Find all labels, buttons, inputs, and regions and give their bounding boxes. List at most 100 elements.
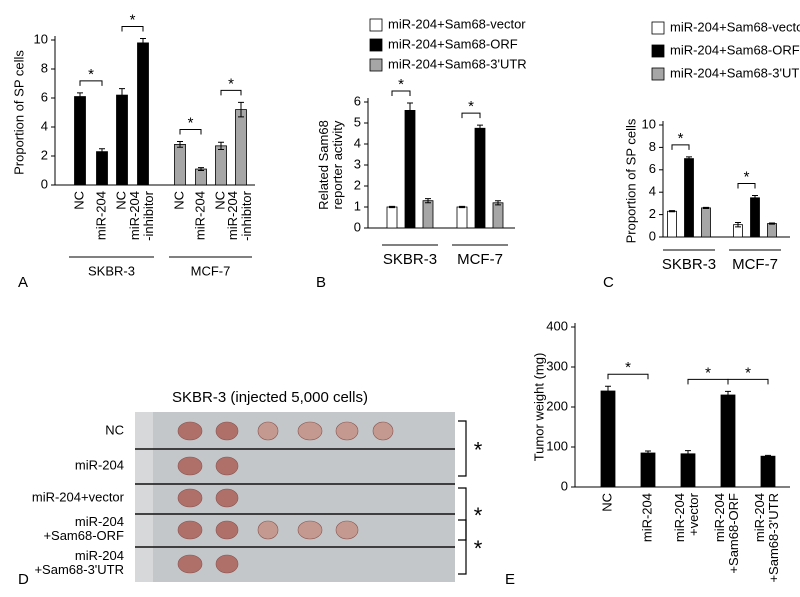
- bar: [750, 197, 760, 238]
- y-axis-label: Related Sam68reporter activity: [316, 120, 345, 210]
- error-bar: [407, 102, 413, 119]
- y-tick-label: 4: [649, 184, 656, 199]
- significance-bracket: [79, 80, 103, 86]
- y-tick-label: 6: [354, 93, 361, 108]
- bar: [215, 145, 227, 186]
- y-tick-label: 2: [41, 147, 48, 162]
- row-label: miR-204: [75, 457, 124, 472]
- x-tick-label: miR-204+vector: [672, 492, 701, 542]
- error-bar: [669, 210, 675, 213]
- y-tick-label: 0: [354, 219, 361, 234]
- bar: [684, 158, 694, 238]
- bar: [767, 223, 777, 238]
- error-bar: [218, 141, 224, 150]
- bar: [701, 207, 711, 238]
- legend-swatch: [651, 67, 665, 81]
- error-bar: [703, 206, 709, 209]
- tumor: [177, 520, 203, 540]
- significance-label: *: [678, 130, 684, 147]
- y-tick-label: 10: [642, 116, 656, 131]
- panel-letter: C: [603, 274, 614, 291]
- bar: [720, 394, 736, 488]
- tumor: [335, 421, 359, 441]
- significance-bracket: [607, 373, 649, 380]
- y-tick-label: 200: [546, 398, 568, 413]
- group-label: SKBR-3: [88, 263, 135, 278]
- y-tick-label: 4: [354, 135, 361, 150]
- error-bar: [99, 148, 105, 156]
- legend-label: miR-204+Sam68-vector: [388, 16, 526, 31]
- y-tick-label: 8: [41, 60, 48, 75]
- significance-bracket: [391, 90, 411, 97]
- y-tick-label: 4: [41, 118, 48, 133]
- bar: [96, 151, 108, 186]
- x-tick-label: miR-204-inhibitor: [127, 190, 156, 241]
- legend-label: miR-204+Sam68-vector: [670, 19, 800, 34]
- y-tick-label: 0: [41, 176, 48, 191]
- bar: [195, 168, 207, 186]
- significance-label: *: [625, 359, 631, 376]
- error-bar: [425, 198, 431, 204]
- x-tick-label: miR-204: [639, 493, 654, 542]
- panel-letter: A: [18, 274, 28, 291]
- significance-label: *: [474, 437, 483, 462]
- bar: [74, 96, 86, 186]
- group-label: MCF-7: [732, 256, 778, 273]
- group-label: MCF-7: [191, 263, 231, 278]
- significance-bracket: [179, 129, 202, 135]
- significance-label: *: [745, 364, 751, 381]
- error-bar: [495, 200, 501, 206]
- significance-bracket: [461, 112, 481, 119]
- error-bar: [735, 221, 741, 228]
- bar: [600, 390, 616, 488]
- error-bar: [389, 205, 395, 209]
- significance-bracket: [220, 89, 242, 96]
- y-tick-label: 5: [354, 114, 361, 129]
- y-tick-label: 1: [354, 198, 361, 213]
- row-label: miR-204 +Sam68-3'UTR: [34, 548, 124, 577]
- tumor: [297, 421, 323, 441]
- y-tick-label: 2: [649, 206, 656, 221]
- error-bar: [645, 450, 651, 456]
- x-tick-label: miR-204+Sam68-3'UTR: [752, 493, 781, 583]
- x-tick-label: NC: [212, 191, 227, 210]
- y-tick-label: 10: [34, 31, 48, 46]
- x-tick-label: NC: [171, 191, 186, 210]
- significance-label: *: [705, 364, 711, 381]
- significance-label: *: [188, 114, 194, 131]
- photo-strip: [135, 412, 153, 582]
- x-tick-label: NC: [71, 191, 86, 210]
- panel-letter: B: [316, 274, 326, 291]
- error-bar: [725, 390, 731, 400]
- error-bar: [477, 124, 483, 132]
- error-bar: [238, 101, 244, 118]
- group-label: SKBR-3: [383, 251, 437, 268]
- error-bar: [752, 195, 758, 201]
- significance-label: *: [398, 76, 404, 93]
- error-bar: [459, 205, 465, 209]
- x-tick-label: NC: [599, 493, 614, 512]
- tumor: [215, 421, 239, 441]
- x-tick-label: miR-204: [93, 191, 108, 240]
- legend-label: miR-204+Sam68-ORF: [670, 42, 800, 57]
- significance-bracket: [121, 26, 144, 32]
- legend-swatch: [369, 18, 383, 32]
- group-label: MCF-7: [457, 251, 503, 268]
- tumor: [177, 554, 203, 574]
- y-tick-label: 3: [354, 156, 361, 171]
- bar: [116, 94, 128, 186]
- y-tick-label: 2: [354, 177, 361, 192]
- panel-letter: D: [18, 571, 29, 588]
- tumor: [177, 488, 203, 508]
- tumor: [297, 520, 323, 540]
- x-tick-label: miR-204-inhibitor: [225, 190, 254, 241]
- significance-bracket: [458, 487, 467, 541]
- tumor: [257, 421, 279, 441]
- bar: [422, 200, 434, 229]
- legend-label: miR-204+Sam68-3'UTR: [388, 56, 527, 71]
- legend-swatch: [369, 38, 383, 52]
- significance-bracket: [458, 420, 467, 477]
- tumor: [215, 488, 239, 508]
- y-tick-label: 0: [561, 478, 568, 493]
